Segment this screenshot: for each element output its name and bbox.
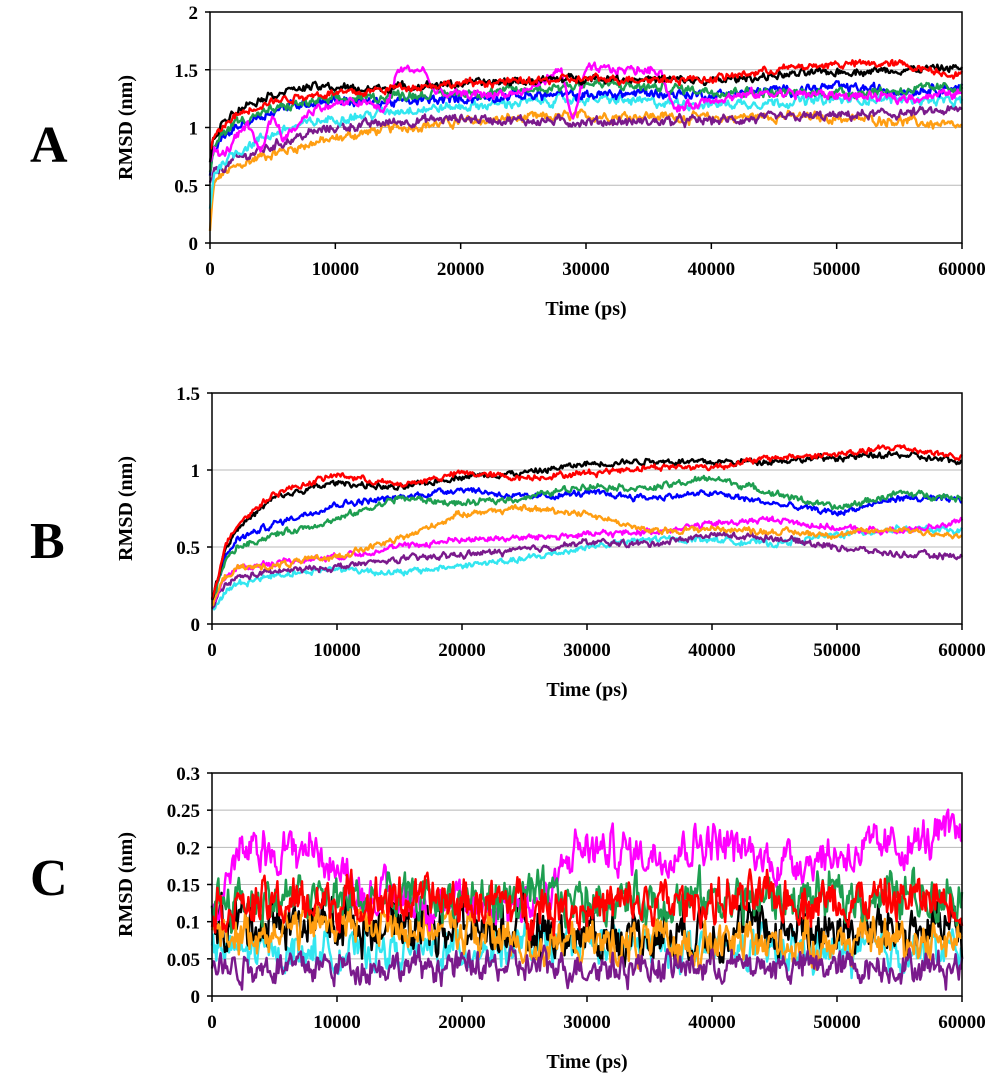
x-tick-label: 40000 — [688, 640, 736, 661]
x-tick-label: 30000 — [563, 640, 611, 661]
panel-c: C 0 0.05 0.1 0.15 0.2 0.25 0.3 0 10000 20000 30000 4… — [30, 764, 986, 1073]
y-axis-title: RMSD (nm) — [115, 75, 137, 180]
x-tick-label: 60000 — [938, 259, 986, 280]
x-tick-label: 60000 — [938, 1012, 986, 1033]
y-tick-label: 0 — [191, 987, 201, 1008]
x-tick-label: 0 — [207, 1012, 217, 1033]
panel-letter: A — [30, 117, 68, 174]
x-tick-label: 30000 — [563, 1012, 611, 1033]
x-tick-label: 10000 — [313, 640, 361, 661]
y-tick-label: 2 — [189, 3, 199, 24]
x-tick-label: 10000 — [313, 1012, 361, 1033]
series-line — [208, 105, 963, 183]
x-tick-label: 40000 — [688, 1012, 736, 1033]
x-axis-title: Time (ps) — [545, 298, 626, 320]
panel-letter: B — [30, 513, 65, 570]
panel-b: B 0 0.5 1 1.5 0 10000 20000 30000 40000 50000 60000… — [30, 384, 986, 701]
y-tick-label: 1 — [189, 119, 199, 140]
series-line — [210, 444, 963, 599]
series-line — [211, 808, 963, 932]
y-tick-label: 0 — [189, 234, 199, 255]
series-line — [210, 531, 964, 610]
y-tick-label: 1.5 — [176, 384, 200, 405]
series-line — [210, 450, 963, 601]
panel-a: A 0 0.5 1 1.5 2 0 10000 20000 30000 40000 50000 6000… — [30, 3, 986, 320]
x-tick-label: 50000 — [813, 259, 861, 280]
y-axis-title: RMSD (nm) — [115, 456, 137, 561]
x-tick-label: 50000 — [813, 1012, 861, 1033]
series-line — [209, 61, 963, 163]
x-tick-label: 60000 — [938, 640, 986, 661]
series-line — [208, 78, 964, 173]
x-tick-label: 20000 — [438, 640, 486, 661]
series-line — [210, 943, 964, 991]
y-axis-title: RMSD (nm) — [115, 832, 137, 937]
y-tick-label: 0.25 — [167, 801, 200, 822]
series-line — [210, 487, 963, 600]
series-line — [210, 864, 964, 934]
x-tick-label: 20000 — [438, 1012, 486, 1033]
y-tick-label: 0.15 — [167, 876, 200, 897]
y-tick-label: 0.5 — [176, 538, 200, 559]
series-line — [211, 503, 963, 607]
x-tick-label: 10000 — [312, 259, 360, 280]
x-tick-label: 50000 — [813, 640, 861, 661]
series-line — [211, 524, 964, 611]
series-line — [208, 63, 964, 163]
x-axis-title: Time (ps) — [546, 679, 627, 701]
series-line — [210, 868, 964, 942]
y-tick-label: 1.5 — [174, 61, 198, 82]
series-line — [211, 515, 964, 606]
y-tick-label: 0.2 — [176, 838, 200, 859]
y-tick-label: 1 — [191, 461, 201, 482]
x-tick-label: 30000 — [562, 259, 610, 280]
series-line — [209, 58, 964, 150]
x-axis-title: Time (ps) — [546, 1051, 627, 1073]
x-tick-label: 0 — [207, 640, 217, 661]
panel-letter: C — [30, 850, 68, 907]
y-tick-label: 0.5 — [174, 176, 198, 197]
x-tick-label: 40000 — [688, 259, 736, 280]
y-tick-label: 0.3 — [176, 764, 200, 785]
x-tick-label: 0 — [205, 259, 215, 280]
y-tick-label: 0 — [191, 615, 201, 636]
x-tick-label: 20000 — [437, 259, 485, 280]
series-line — [211, 474, 964, 600]
y-tick-label: 0.05 — [167, 950, 200, 971]
y-tick-label: 0.1 — [176, 913, 200, 934]
